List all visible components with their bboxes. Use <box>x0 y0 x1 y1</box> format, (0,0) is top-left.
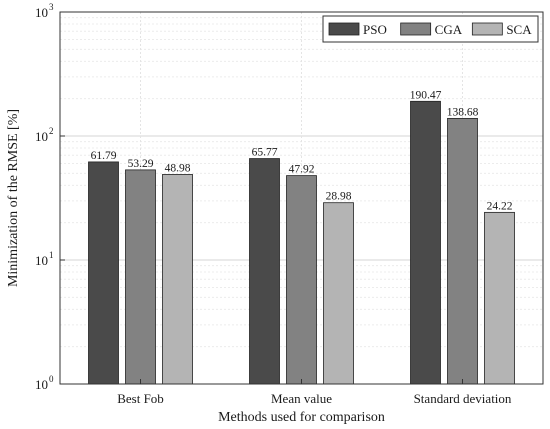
bar-cga-3 <box>447 117 478 385</box>
y-tick-label: 10 <box>35 129 48 144</box>
y-tick-exponent: 3 <box>49 2 54 12</box>
bar-pso-1 <box>88 161 119 385</box>
data-label: 190.47 <box>410 89 442 101</box>
y-tick-exponent: 0 <box>49 374 54 384</box>
legend-swatch-sca <box>471 22 503 36</box>
legend-label-sca: SCA <box>506 22 532 37</box>
x-tick-label: Mean value <box>271 391 332 406</box>
data-label: 47.92 <box>289 164 315 176</box>
data-label: 24.22 <box>487 200 513 212</box>
y-tick-label: 10 <box>35 253 48 268</box>
legend-label-pso: PSO <box>363 22 387 37</box>
y-axis-title: Minimization of the RMSE [%] <box>6 109 21 287</box>
data-label: 65.77 <box>252 147 278 159</box>
bar-cga-2 <box>286 175 317 385</box>
data-label: 61.79 <box>91 150 117 162</box>
legend-label-cga: CGA <box>435 22 463 37</box>
y-tick-label: 10 <box>35 5 48 20</box>
x-axis-ticks: Best Fob Mean value Standard deviation <box>117 379 512 406</box>
bar-cga-1 <box>125 169 156 385</box>
legend-swatch-pso <box>328 22 360 36</box>
bar-sca-3 <box>484 211 515 385</box>
bars-layer: 61.79 53.29 48.98 65.77 47.92 28.98 190.47 138.… <box>88 89 515 385</box>
legend: PSO CGA SCA <box>322 15 539 43</box>
x-tick-label: Standard deviation <box>414 391 512 406</box>
y-tick-exponent: 2 <box>49 126 54 136</box>
data-label: 28.98 <box>326 191 352 203</box>
y-tick-exponent: 1 <box>49 250 54 260</box>
x-tick-label: Best Fob <box>117 391 164 406</box>
bar-sca-2 <box>323 202 354 385</box>
data-label: 138.68 <box>447 106 479 118</box>
bar-pso-2 <box>249 158 280 385</box>
data-label: 48.98 <box>165 162 191 174</box>
x-axis-title: Methods used for comparison <box>218 410 385 425</box>
y-tick-label: 10 <box>35 377 48 392</box>
bar-pso-3 <box>410 100 441 385</box>
legend-swatch-cga <box>400 22 432 36</box>
data-label: 53.29 <box>128 158 154 170</box>
bar-sca-1 <box>162 174 193 385</box>
